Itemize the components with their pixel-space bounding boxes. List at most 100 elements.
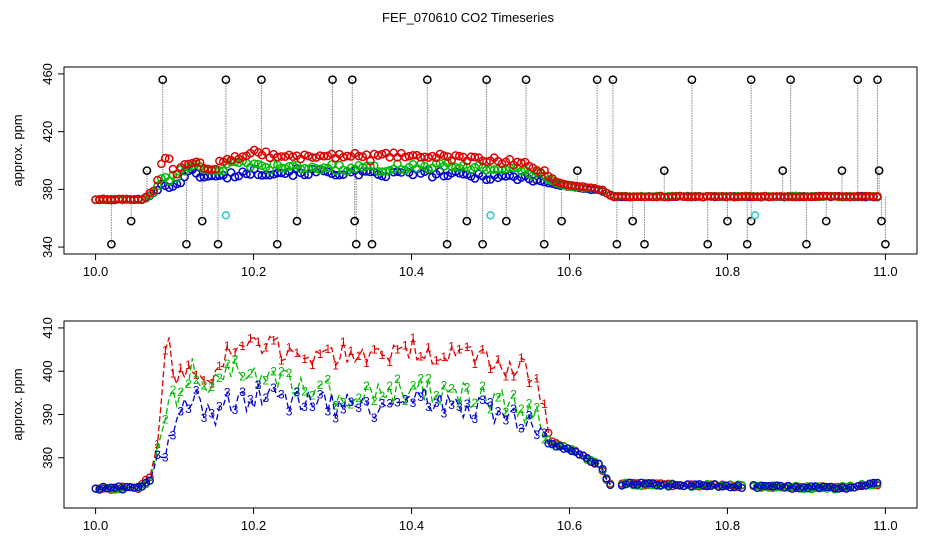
data-point — [730, 483, 739, 492]
data-point — [799, 483, 808, 492]
y-tick-label: 400 — [40, 360, 55, 382]
outlier-point — [612, 239, 622, 249]
data-point — [602, 474, 611, 483]
series-glyph: 3 — [232, 403, 239, 417]
outlier-point — [573, 166, 582, 175]
outlier-point — [462, 216, 472, 226]
data-point — [699, 481, 708, 490]
series-glyph: 2 — [502, 405, 509, 419]
series-line-segment — [95, 384, 611, 491]
outlier-point — [221, 75, 231, 85]
data-point — [555, 178, 565, 188]
x-tick-label: 10.8 — [715, 264, 740, 279]
outlier-point — [873, 75, 882, 85]
data-point — [865, 479, 874, 488]
series-glyph: 3 — [201, 411, 208, 425]
outlier-point — [422, 75, 432, 85]
data-point — [575, 450, 584, 459]
outlier-point — [482, 75, 491, 85]
data-point — [470, 152, 480, 162]
data-point — [238, 152, 248, 161]
x-tick-label: 10.0 — [83, 518, 108, 533]
y-tick-label: 380 — [40, 179, 55, 201]
data-point — [703, 480, 712, 489]
series-line-segment — [95, 356, 611, 491]
y-tick-label: 390 — [40, 404, 55, 426]
outlier-point — [557, 216, 566, 226]
data-point — [435, 149, 445, 159]
data-point — [567, 447, 576, 456]
outlier-point — [350, 216, 360, 226]
outlier-point — [723, 216, 732, 226]
data-point — [304, 151, 313, 161]
y-axis-label: approx. ppm — [10, 368, 25, 440]
series-glyph: 3 — [363, 395, 370, 409]
series-glyph: 2 — [441, 379, 448, 393]
data-point — [718, 482, 727, 491]
series-glyph: 2 — [464, 381, 471, 395]
data-point — [431, 159, 441, 168]
series-glyph: 2 — [255, 378, 262, 392]
series-glyph: 2 — [232, 352, 239, 366]
data-point — [621, 480, 630, 489]
data-point — [594, 459, 603, 468]
series-glyph: 1 — [317, 347, 324, 361]
series-glyph: 2 — [301, 384, 308, 398]
outlier-point — [628, 216, 638, 226]
data-point — [679, 482, 688, 491]
outlier-point — [778, 166, 788, 175]
data-point — [366, 156, 375, 166]
outlier-point — [442, 239, 452, 249]
series-glyph: 1 — [232, 346, 239, 360]
outlier-point — [501, 216, 511, 226]
series-glyph: 3 — [278, 388, 285, 402]
data-point — [424, 164, 433, 174]
series-glyph: 1 — [216, 359, 223, 373]
data-point — [586, 183, 596, 193]
data-point — [660, 480, 669, 489]
outlier-point — [257, 75, 266, 85]
series-glyph: 1 — [394, 342, 401, 356]
series-glyph: 2 — [154, 441, 161, 455]
data-point — [853, 482, 863, 491]
series-glyph: 1 — [441, 350, 448, 364]
series-glyph: 3 — [464, 397, 471, 411]
series-glyph: 1 — [386, 355, 393, 369]
data-point — [776, 481, 785, 490]
x-tick-label: 10.4 — [399, 518, 424, 533]
series-glyph: 1 — [433, 353, 440, 367]
data-point — [509, 163, 518, 173]
data-point — [211, 164, 220, 174]
outlier-point — [272, 239, 282, 249]
data-point — [706, 481, 715, 491]
data-point — [427, 151, 437, 161]
series-glyph: 1 — [464, 340, 471, 354]
data-point — [134, 482, 143, 492]
data-point — [822, 483, 832, 492]
x-tick-label: 11.0 — [873, 264, 897, 279]
series-glyph: 2 — [177, 385, 184, 399]
data-point — [737, 483, 746, 493]
data-point — [795, 484, 804, 493]
data-point — [761, 481, 770, 490]
series-glyph: 3 — [301, 400, 308, 414]
data-point — [269, 159, 278, 169]
data-point — [819, 482, 828, 491]
data-point — [857, 482, 866, 491]
series-glyph: 3 — [317, 387, 324, 401]
outlier-point — [328, 75, 337, 85]
series-glyph: 1 — [402, 339, 409, 353]
outlier-point — [107, 239, 116, 249]
series-glyph: 2 — [386, 379, 393, 393]
data-point — [788, 484, 797, 493]
data-point — [172, 169, 182, 179]
series-glyph: 1 — [448, 340, 455, 354]
x-tick-label: 10.2 — [241, 518, 266, 533]
data-point — [873, 478, 882, 487]
data-point — [826, 482, 835, 491]
data-point — [768, 482, 777, 491]
data-point — [869, 192, 878, 202]
data-point — [141, 478, 150, 487]
series-glyph: 3 — [247, 393, 254, 407]
